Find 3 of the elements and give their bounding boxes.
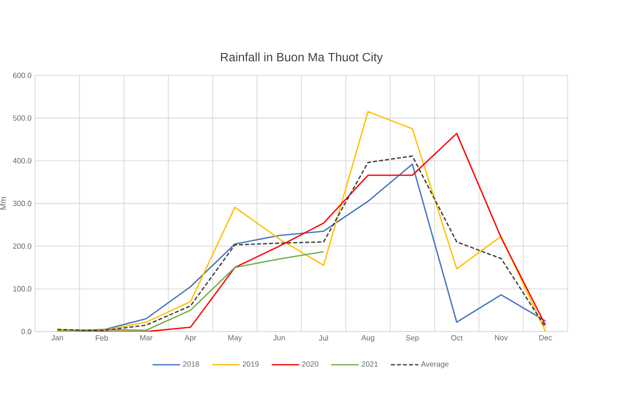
y-axis-title: Mm: [0, 197, 6, 210]
line-series: [56, 251, 324, 332]
chart-title: Rainfall in Buon Ma Thuot City: [220, 52, 383, 64]
